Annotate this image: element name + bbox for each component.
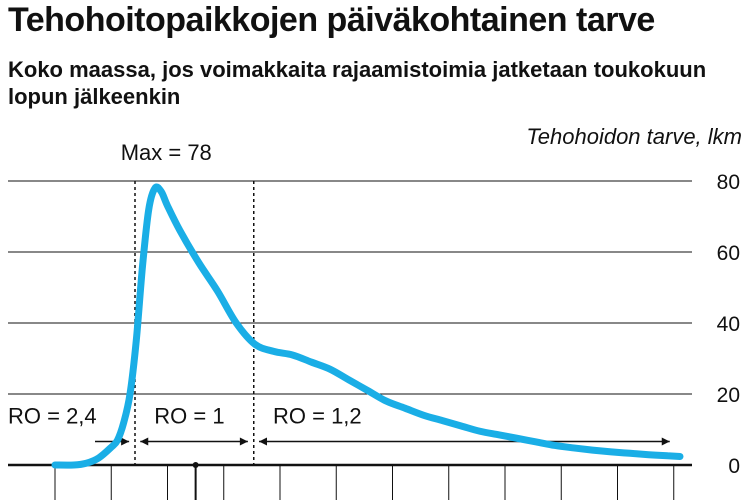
- series-line: [51, 183, 684, 469]
- annotations: Max = 78 RO = 2,4 RO = 1 RO = 1,2: [8, 140, 362, 429]
- arrow-head-left-2: [140, 437, 149, 446]
- arrow-head-right-1: [121, 437, 130, 446]
- chart-title: Tehohoitopaikkojen päiväkohtainen tarve: [8, 1, 655, 39]
- annotation-ro-2: RO = 1: [154, 404, 224, 429]
- y-tick-20: 20: [717, 384, 740, 407]
- gridlines: [8, 180, 692, 395]
- chart-subtitle: Koko maassa, jos voimakkaita rajaamistoi…: [8, 57, 707, 109]
- phase-arrows: [95, 437, 670, 446]
- y-tick-60: 60: [717, 242, 740, 265]
- arrow-head-right-3: [661, 437, 670, 446]
- annotation-ro-3: RO = 1,2: [273, 404, 362, 429]
- y-tick-80: 80: [717, 171, 740, 194]
- arrow-head-right-2: [239, 437, 248, 446]
- annotation-ro-1: RO = 2,4: [8, 404, 97, 429]
- y-tick-0: 0: [728, 455, 740, 478]
- phase-dividers: [134, 181, 255, 465]
- y-axis-label: Tehohoidon tarve, lkm: [526, 124, 742, 149]
- y-tick-40: 40: [717, 313, 740, 336]
- y-tick-labels: 0 20 40 60 80: [717, 171, 740, 478]
- x-axis: [8, 462, 692, 500]
- arrow-head-left-3: [259, 437, 267, 446]
- annotation-max: Max = 78: [121, 140, 212, 165]
